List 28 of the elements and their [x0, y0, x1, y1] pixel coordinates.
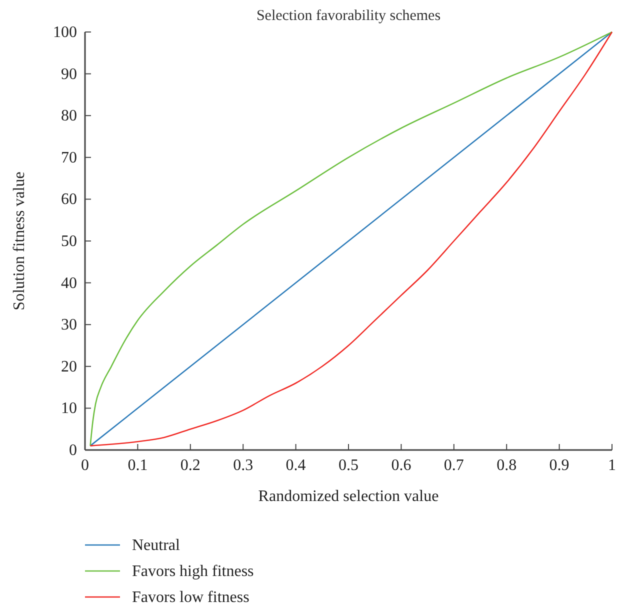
x-tick-label: 0.9 [549, 457, 570, 474]
x-tick-label: 0.4 [286, 457, 306, 474]
y-tick-label: 30 [61, 316, 77, 334]
x-tick-label: 0.8 [496, 457, 517, 474]
legend-label: Neutral [132, 537, 181, 554]
y-tick-label: 50 [61, 233, 77, 250]
x-tick-label: 0.1 [128, 457, 148, 474]
x-axis-title: Randomized selection value [258, 488, 439, 505]
y-tick-label: 70 [61, 149, 77, 166]
y-tick-label: 60 [61, 191, 77, 208]
x-tick-label: 0.6 [391, 457, 412, 474]
y-tick-label: 80 [61, 108, 77, 125]
y-tick-label: 40 [61, 274, 77, 292]
y-axis-title: Solution fitness value [11, 172, 28, 310]
x-tick-label: 1 [608, 457, 616, 474]
x-tick-label: 0.3 [233, 457, 254, 474]
x-tick-label: 0 [81, 457, 89, 474]
y-tick-label: 90 [61, 66, 77, 83]
legend-label: Favors high fitness [132, 563, 254, 580]
legend-label: Favors low fitness [132, 589, 250, 606]
y-tick-label: 20 [61, 358, 77, 376]
chart-title: Selection favorability schemes [256, 8, 441, 24]
x-tick-label: 0.5 [338, 457, 358, 474]
x-tick-label: 0.7 [444, 457, 464, 474]
x-tick-label: 0.2 [180, 457, 200, 474]
y-tick-label: 0 [69, 442, 77, 459]
y-tick-label: 10 [61, 400, 77, 418]
y-tick-label: 100 [53, 24, 77, 41]
